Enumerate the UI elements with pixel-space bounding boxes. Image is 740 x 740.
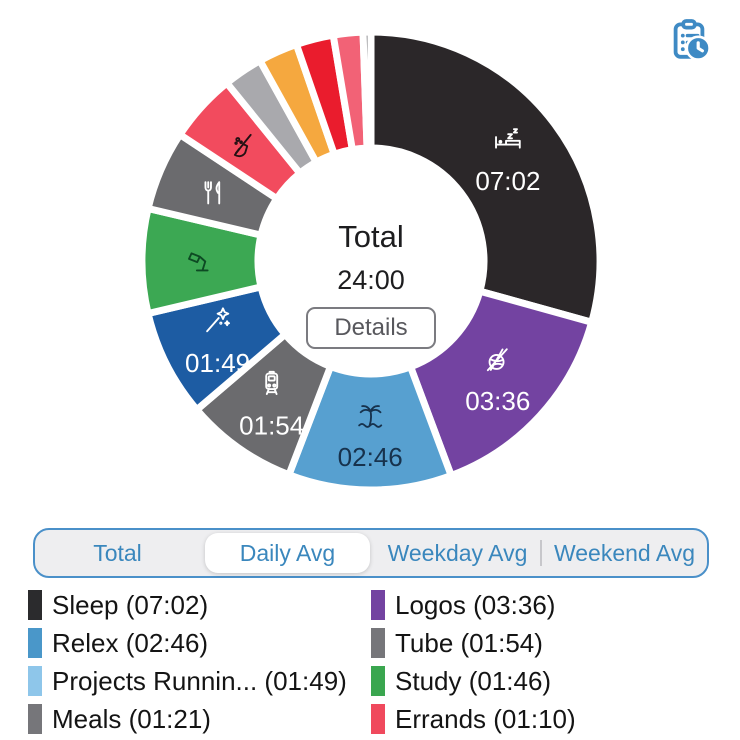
tab-weekday-avg[interactable]: Weekday Avg (387, 539, 528, 566)
legend-label: Sleep (07:02) (52, 590, 209, 620)
utensils-icon (204, 181, 221, 205)
legend-swatch (371, 590, 385, 620)
chart-center: Total 24:00 Details (231, 220, 511, 349)
donut-chart: 07:02 03:36 02:46 01:54 01:49 (142, 28, 604, 491)
tab-daily-avg[interactable]: Daily Avg (205, 533, 370, 573)
tab-divider (540, 540, 542, 566)
tab-weekend-avg[interactable]: Weekend Avg (553, 539, 696, 566)
legend-item-logos[interactable]: Logos (03:36) (371, 590, 724, 620)
segment-time-label: 07:02 (475, 166, 540, 196)
legend-item-meals[interactable]: Meals (01:21) (28, 704, 371, 734)
legend-swatch (28, 704, 42, 734)
train-icon (265, 370, 279, 395)
legend-label: Tube (01:54) (395, 628, 543, 658)
segment-time-label: 01:54 (239, 411, 304, 441)
broom-icon (233, 133, 252, 158)
donut-segment-sleep[interactable] (367, 28, 604, 326)
palm-tree-icon (358, 405, 383, 428)
range-tabs: Total Daily Avg Weekday Avg Weekend Avg (33, 528, 709, 578)
legend-swatch (28, 628, 42, 658)
legend-label: Relex (02:46) (52, 628, 209, 658)
legend: Sleep (07:02) Logos (03:36) Relex (02:46) T… (28, 590, 724, 734)
tab-total[interactable]: Total (93, 539, 142, 566)
segment-time-label: 01:49 (185, 348, 250, 378)
donut-segment-small-12[interactable] (359, 28, 375, 152)
center-total-value: 24:00 (337, 265, 405, 295)
legend-item-study[interactable]: Study (01:46) (371, 666, 724, 696)
legend-swatch (28, 666, 42, 696)
magic-wand-icon (206, 307, 231, 333)
details-button[interactable]: Details (306, 307, 436, 349)
legend-item-projects-runnin-[interactable]: Projects Runnin... (01:49) (28, 666, 371, 696)
center-title: Total (338, 219, 404, 254)
legend-swatch (371, 704, 385, 734)
legend-swatch (371, 628, 385, 658)
donut-segment-logos[interactable] (407, 287, 596, 479)
segment-time-label: 03:36 (465, 386, 530, 416)
legend-swatch (371, 666, 385, 696)
legend-item-errands[interactable]: Errands (01:10) (371, 704, 724, 734)
clipboard-clock-icon[interactable] (666, 16, 714, 64)
bed-icon (495, 128, 521, 149)
legend-label: Study (01:46) (395, 666, 552, 696)
segment-time-label: 02:46 (338, 442, 403, 472)
legend-item-sleep[interactable]: Sleep (07:02) (28, 590, 371, 620)
yarn-icon (486, 348, 508, 372)
legend-label: Meals (01:21) (52, 704, 211, 734)
legend-label: Logos (03:36) (395, 590, 556, 620)
legend-label: Projects Runnin... (01:49) (52, 666, 347, 696)
desk-lamp-icon (188, 252, 209, 272)
legend-swatch (28, 590, 42, 620)
legend-item-tube[interactable]: Tube (01:54) (371, 628, 724, 658)
legend-item-relex[interactable]: Relex (02:46) (28, 628, 371, 658)
legend-label: Errands (01:10) (395, 704, 576, 734)
